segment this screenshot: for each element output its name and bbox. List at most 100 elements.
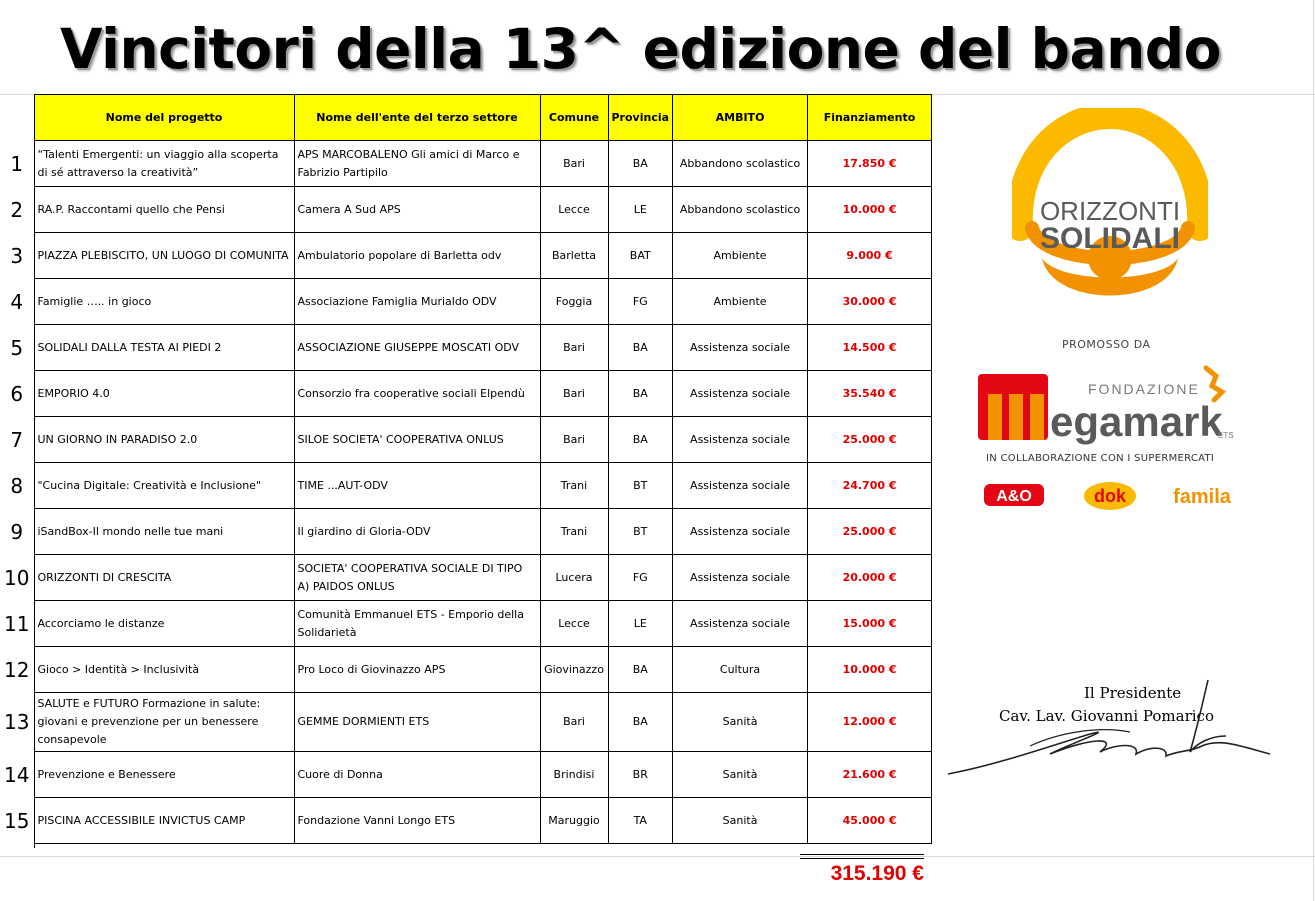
cell-ambito: Ambiente [672, 232, 809, 279]
cell-provincia: BA [607, 646, 674, 693]
cell-comune: Bari [539, 140, 609, 187]
row-number: 9 [0, 508, 35, 555]
row-number: 11 [0, 600, 35, 647]
cell-provincia: BT [607, 508, 674, 555]
table-row: 5 SOLIDALI DALLA TESTA AI PIEDI 2 ASSOCIAZ… [0, 324, 933, 371]
cell-finanziamento: 9.000 € [807, 232, 933, 279]
blank-cell [540, 843, 608, 848]
collaboration-label: IN COLLABORAZIONE CON I SUPERMERCATI [986, 453, 1215, 464]
cell-comune: Maruggio [539, 797, 609, 844]
cell-finanziamento: 10.000 € [807, 646, 933, 693]
cell-ambito: Cultura [672, 646, 809, 693]
cell-provincia: BA [607, 140, 674, 187]
cell-progetto: Prevenzione e Benessere [33, 751, 295, 798]
cell-comune: Bari [539, 692, 609, 752]
cell-progetto: SALUTE e FUTURO Formazione in salute: gi… [33, 692, 295, 752]
cell-ente: Ambulatorio popolare di Barletta odv [293, 232, 541, 279]
table-row: 8 "Cucina Digitale: Creatività e Inclusio… [0, 462, 933, 509]
cell-ambito: Assistenza sociale [672, 416, 809, 463]
cell-ente: SILOE SOCIETA' COOPERATIVA ONLUS [293, 416, 541, 463]
cell-finanziamento: 24.700 € [807, 462, 933, 509]
cell-finanziamento: 45.000 € [807, 797, 933, 844]
table-row: 1 “Talenti Emergenti: un viaggio alla sco… [0, 140, 933, 187]
row-number: 4 [0, 278, 35, 325]
table-row: 13 SALUTE e FUTURO Formazione in salute: … [0, 692, 933, 752]
cell-ente: SOCIETA' COOPERATIVA SOCIALE DI TIPO A) … [293, 554, 541, 601]
cell-ente: Comunità Emmanuel ETS - Emporio della So… [293, 600, 541, 647]
cell-provincia: LE [607, 186, 674, 233]
row-number: 14 [0, 751, 35, 798]
table-row: 4 Famiglie ….. in gioco Associazione Famig… [0, 278, 933, 325]
cell-finanziamento: 21.600 € [807, 751, 933, 798]
blank-cell [294, 843, 540, 848]
header-progetto: Nome del progetto [33, 94, 295, 141]
cell-ente: TIME ...AUT-ODV [293, 462, 541, 509]
cell-comune: Foggia [539, 278, 609, 325]
cell-comune: Lecce [539, 186, 609, 233]
cell-provincia: BA [607, 324, 674, 371]
blank-cell [34, 843, 294, 848]
blank-cell [672, 843, 808, 848]
cell-ente: ASSOCIAZIONE GIUSEPPE MOSCATI ODV [293, 324, 541, 371]
row-number: 10 [0, 554, 35, 601]
cell-finanziamento: 15.000 € [807, 600, 933, 647]
sponsor-ao-text: A&O [996, 488, 1032, 505]
cell-ente: Cuore di Donna [293, 751, 541, 798]
cell-finanziamento: 25.000 € [807, 508, 933, 555]
cell-ambito: Abbandono scolastico [672, 140, 809, 187]
cell-progetto: RA.P. Raccontami quello che Pensi [33, 186, 295, 233]
row-number: 1 [0, 140, 35, 187]
cell-provincia: LE [607, 600, 674, 647]
cell-ente: Camera A Sud APS [293, 186, 541, 233]
cell-finanziamento: 25.000 € [807, 416, 933, 463]
cell-ambito: Sanità [672, 797, 809, 844]
fondazione-megamark-logo: FONDAZIONE egamark ETS [978, 365, 1234, 445]
table-body: 1 “Talenti Emergenti: un viaggio alla sco… [0, 140, 933, 848]
header-ente: Nome dell'ente del terzo settore [293, 94, 541, 141]
ets-label: ETS [1218, 431, 1234, 440]
cell-comune: Lecce [539, 600, 609, 647]
row-number: 5 [0, 324, 35, 371]
cell-comune: Brindisi [539, 751, 609, 798]
header-comune: Comune [539, 94, 609, 141]
winners-table: Nome del progetto Nome dell'ente del ter… [0, 94, 933, 848]
cell-comune: Trani [539, 508, 609, 555]
fondazione-label: FONDAZIONE [1088, 381, 1200, 397]
orizzonti-solidali-logo: ORIZZONTI SOLIDALI [1012, 108, 1208, 296]
cell-provincia: TA [607, 797, 674, 844]
cell-finanziamento: 35.540 € [807, 370, 933, 417]
table-row: 6 EMPORIO 4.0 Consorzio fra cooperative so… [0, 370, 933, 417]
megamark-text: egamark [1050, 398, 1223, 445]
table-row: 10 ORIZZONTI DI CRESCITA SOCIETA' COOPERAT… [0, 554, 933, 601]
cell-ambito: Assistenza sociale [672, 600, 809, 647]
cell-comune: Bari [539, 324, 609, 371]
signature-title: Il Presidente [1084, 684, 1182, 702]
cell-finanziamento: 20.000 € [807, 554, 933, 601]
cell-provincia: BA [607, 692, 674, 752]
cell-provincia: BT [607, 462, 674, 509]
cell-ente: Associazione Famiglia Murialdo ODV [293, 278, 541, 325]
cell-ente: Consorzio fra cooperative sociali Elpend… [293, 370, 541, 417]
cell-comune: Barletta [539, 232, 609, 279]
table-row: 14 Prevenzione e Benessere Cuore di Donna B… [0, 751, 933, 798]
cell-ente: Pro Loco di Giovinazzo APS [293, 646, 541, 693]
logo-line2: SOLIDALI [1040, 222, 1180, 255]
cell-ente: Il giardino di Gloria-ODV [293, 508, 541, 555]
row-number: 15 [0, 797, 35, 844]
header-corner [0, 94, 35, 141]
header-ambito: AMBITO [672, 94, 809, 141]
cell-provincia: FG [607, 554, 674, 601]
table-row: 2 RA.P. Raccontami quello che Pensi Camera… [0, 186, 933, 233]
header-row: Nome del progetto Nome dell'ente del ter… [0, 94, 933, 141]
header-finanziamento: Finanziamento [807, 94, 933, 141]
sponsor-famila-text: famila [1173, 486, 1232, 508]
table-row: 11 Accorciamo le distanze Comunità Emmanue… [0, 600, 933, 647]
total-amount: 315.190 € [830, 862, 924, 885]
cell-ambito: Assistenza sociale [672, 324, 809, 371]
cell-finanziamento: 14.500 € [807, 324, 933, 371]
cell-provincia: BR [607, 751, 674, 798]
page-title: Vincitori della 13^ edizione del bando [60, 17, 1221, 81]
row-number: 8 [0, 462, 35, 509]
row-number: 2 [0, 186, 35, 233]
cell-progetto: PIAZZA PLEBISCITO, UN LUOGO DI COMUNITA [33, 232, 295, 279]
